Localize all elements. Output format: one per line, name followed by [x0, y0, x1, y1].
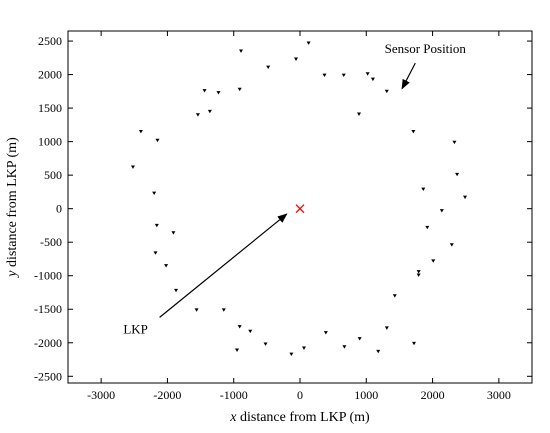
y-tick-label: 1500	[38, 101, 62, 115]
sensor-point	[342, 345, 347, 349]
sensor-point	[412, 341, 417, 346]
sensor-point	[384, 89, 389, 94]
y-tick-label: 1000	[38, 135, 62, 149]
x-tick-label: 1000	[354, 388, 378, 402]
y-tick-label: 0	[56, 202, 62, 216]
sensor-point	[237, 325, 242, 329]
sensor-points	[130, 41, 468, 356]
sensor-point	[207, 109, 212, 114]
sensor-position-arrow	[401, 62, 416, 90]
x-axis-ticks: -3000 -2000 -1000 0 1000 2000 3000	[87, 31, 511, 402]
sensor-position-label: Sensor Position	[385, 41, 467, 56]
annotations: Sensor Position LKP	[123, 41, 466, 336]
sensor-point	[263, 342, 268, 346]
x-tick-label: -1000	[220, 388, 248, 402]
sensor-point	[365, 72, 370, 76]
y-tick-label: 2500	[38, 34, 62, 48]
sensor-point	[202, 89, 207, 93]
sensor-point	[306, 41, 311, 45]
sensor-point	[370, 77, 375, 82]
sensor-point	[239, 49, 244, 53]
lkp-arrow	[159, 213, 288, 318]
sensor-point	[416, 270, 421, 274]
sensor-point	[416, 273, 421, 277]
sensor-point	[194, 308, 199, 312]
sensor-point	[376, 349, 381, 354]
sensor-point	[235, 348, 240, 352]
sensor-point	[155, 138, 160, 143]
sensor-point	[171, 231, 176, 235]
sensor-point	[152, 191, 157, 196]
sensor-point	[237, 87, 242, 92]
x-tick-label: 2000	[421, 388, 445, 402]
sensor-point	[384, 326, 389, 330]
sensor-point	[294, 57, 299, 61]
y-axis-title: y distance from LKP (m)	[5, 137, 20, 279]
x-tick-label: 3000	[487, 388, 511, 402]
lkp-label: LKP	[123, 321, 148, 336]
sensor-point	[154, 223, 159, 228]
sensor-point	[341, 73, 346, 78]
sensor-point	[356, 112, 361, 116]
sensor-point	[425, 225, 430, 230]
sensor-point	[130, 165, 135, 169]
y-axis-ticks: -2500 -2000 -1500 -1000 -500 0 500 1000 1500 2000…	[34, 34, 532, 383]
sensor-point	[248, 329, 253, 334]
y-tick-label: -2500	[34, 369, 62, 383]
y-tick-label: 2000	[38, 68, 62, 82]
sensor-point	[431, 259, 436, 263]
sensor-point	[195, 113, 200, 117]
y-tick-label: -2000	[34, 336, 62, 350]
sensor-point	[452, 140, 457, 145]
plot-area	[67, 30, 533, 384]
sensor-point	[289, 352, 294, 356]
sensor-point	[463, 195, 468, 200]
y-tick-label: -1000	[34, 269, 62, 283]
sensor-point	[439, 209, 444, 213]
x-tick-label: 0	[297, 388, 303, 402]
sensor-point	[266, 65, 271, 70]
lkp-marker	[295, 204, 305, 214]
sensor-point	[357, 337, 362, 341]
sensor-point	[138, 129, 143, 134]
sensor-point	[323, 331, 328, 335]
lkp-cross-stroke	[295, 204, 305, 214]
y-tick-label: -500	[40, 235, 62, 249]
x-axis-title: x distance from LKP (m)	[229, 410, 370, 425]
sensor-point	[174, 288, 179, 293]
sensor-point	[221, 308, 226, 312]
sensor-point	[153, 251, 158, 255]
sensor-point	[216, 91, 221, 95]
x-tick-label: -2000	[153, 388, 181, 402]
sensor-point	[322, 73, 327, 78]
sensor-point	[421, 187, 426, 192]
y-tick-label: -1500	[34, 302, 62, 316]
sensor-point	[449, 243, 454, 247]
sensor-point	[301, 346, 306, 350]
sensor-point	[411, 129, 416, 134]
sensor-point	[164, 264, 169, 268]
y-tick-label: 500	[44, 168, 62, 182]
x-tick-label: -3000	[87, 388, 115, 402]
sensor-point	[392, 294, 397, 298]
sensor-point	[455, 172, 460, 177]
